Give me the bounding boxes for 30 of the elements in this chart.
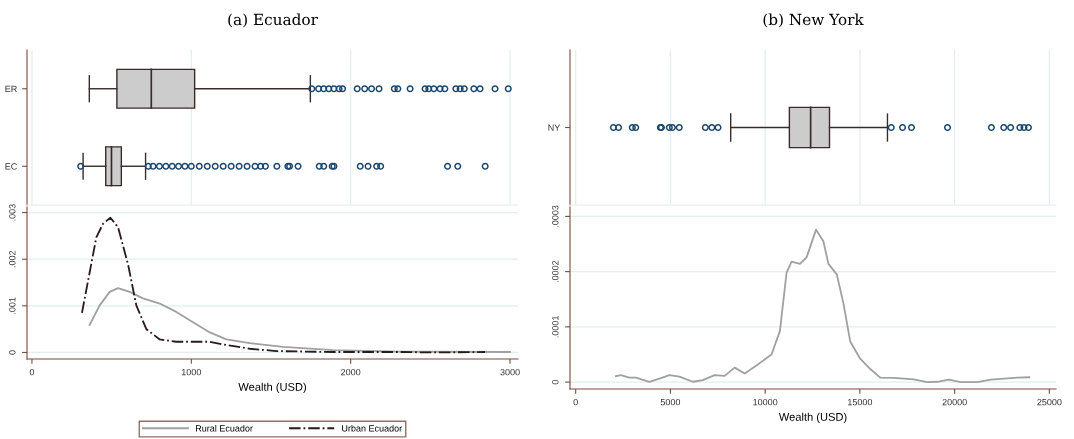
y-tick-label: .0003 <box>552 205 559 227</box>
x-tick-label: 1000 <box>181 368 201 376</box>
x-tick-label: 5000 <box>660 398 681 406</box>
y-tick-label: .0002 <box>552 260 559 283</box>
line-series <box>614 228 1031 384</box>
y-tick-label: .001 <box>9 297 16 314</box>
y-tick-label: 0 <box>9 350 16 355</box>
legend-label: Urban Ecuador <box>342 424 402 432</box>
x-tick-label: 10000 <box>753 398 778 406</box>
y-tick-label: ER <box>5 85 17 93</box>
x-tick-label: 3000 <box>500 368 520 376</box>
x-axis-title: Wealth (USD) <box>778 412 847 424</box>
x-tick-label: 15000 <box>848 398 873 406</box>
x-tick-label: 0 <box>573 398 578 406</box>
x-axis-title: Wealth (USD) <box>238 382 306 394</box>
y-tick-label: .003 <box>9 204 16 221</box>
chart-title: (b) New York <box>763 13 864 28</box>
line-series <box>81 216 486 354</box>
y-tick-label: .002 <box>9 250 16 268</box>
y-tick-label: .0001 <box>552 316 559 338</box>
line-series <box>88 287 511 353</box>
y-tick-label: 0 <box>552 379 559 385</box>
legend-label: Rural Ecuador <box>195 424 253 432</box>
x-tick-label: 2000 <box>341 368 361 376</box>
x-tick-label: 25000 <box>1037 398 1062 406</box>
x-tick-label: 20000 <box>942 398 967 406</box>
y-tick-label: NY <box>548 124 561 131</box>
x-tick-label: 0 <box>29 368 35 376</box>
y-tick-label: EC <box>5 163 17 170</box>
chart-title: (a) Ecuador <box>228 13 318 28</box>
